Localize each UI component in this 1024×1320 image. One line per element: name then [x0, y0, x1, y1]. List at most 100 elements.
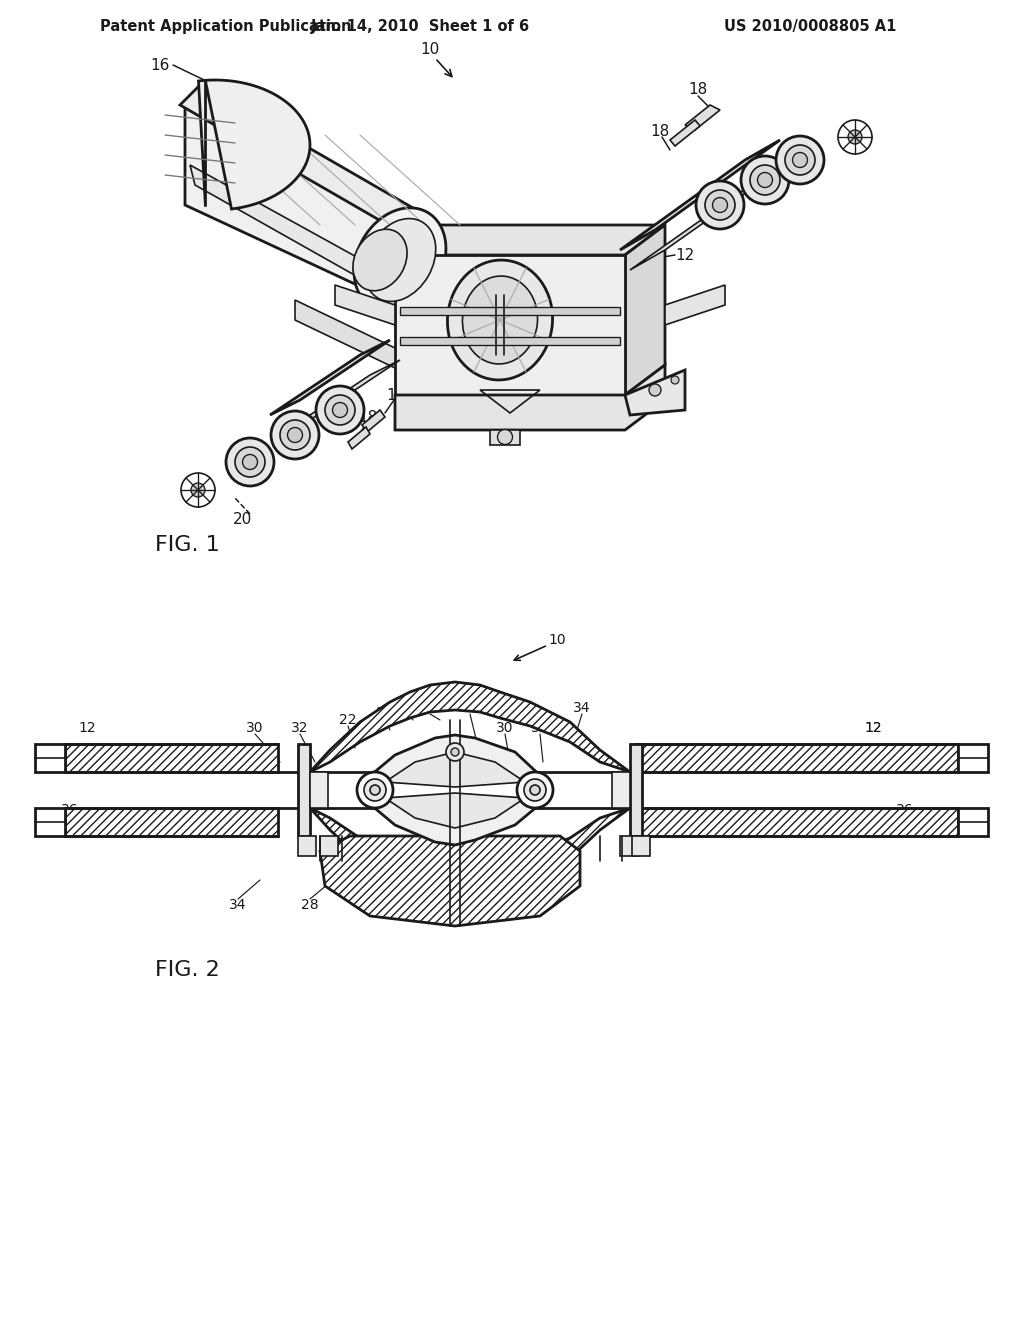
- Text: 14: 14: [610, 322, 630, 338]
- Bar: [298, 836, 316, 855]
- Ellipse shape: [288, 428, 302, 442]
- Polygon shape: [348, 426, 370, 449]
- Polygon shape: [625, 370, 685, 414]
- Polygon shape: [620, 140, 780, 249]
- Text: 22: 22: [339, 713, 356, 727]
- Bar: [65, 744, 278, 772]
- Polygon shape: [365, 735, 545, 785]
- Ellipse shape: [226, 438, 274, 486]
- Ellipse shape: [333, 403, 347, 417]
- Ellipse shape: [370, 785, 380, 795]
- Ellipse shape: [280, 420, 310, 450]
- Polygon shape: [685, 106, 720, 129]
- Text: 32: 32: [531, 721, 549, 735]
- Ellipse shape: [517, 772, 553, 808]
- Ellipse shape: [776, 136, 824, 183]
- Text: 12: 12: [78, 721, 96, 735]
- Polygon shape: [385, 752, 525, 787]
- Bar: [630, 744, 642, 836]
- Polygon shape: [395, 255, 625, 395]
- Bar: [400, 337, 620, 345]
- Bar: [958, 808, 988, 836]
- Bar: [319, 836, 338, 855]
- Polygon shape: [362, 411, 385, 432]
- Bar: [298, 744, 310, 836]
- Ellipse shape: [191, 483, 205, 498]
- Text: 32: 32: [291, 721, 309, 735]
- Polygon shape: [490, 430, 520, 445]
- Text: 22: 22: [492, 898, 509, 912]
- Bar: [35, 808, 65, 836]
- Text: Jan. 14, 2010  Sheet 1 of 6: Jan. 14, 2010 Sheet 1 of 6: [310, 20, 529, 34]
- Text: 28: 28: [301, 898, 318, 912]
- Polygon shape: [365, 795, 545, 845]
- Text: 34: 34: [573, 701, 591, 715]
- Ellipse shape: [354, 207, 445, 312]
- Ellipse shape: [316, 385, 364, 434]
- Ellipse shape: [741, 156, 790, 205]
- Polygon shape: [630, 162, 790, 271]
- Bar: [632, 836, 650, 855]
- Text: 28: 28: [441, 898, 459, 912]
- Text: 12: 12: [864, 721, 882, 735]
- Text: 18: 18: [386, 388, 406, 403]
- Polygon shape: [335, 285, 395, 325]
- Polygon shape: [280, 360, 400, 436]
- Ellipse shape: [696, 181, 744, 228]
- Polygon shape: [310, 682, 630, 772]
- Bar: [65, 808, 278, 836]
- Ellipse shape: [446, 743, 464, 762]
- Bar: [635, 808, 958, 836]
- Ellipse shape: [364, 779, 386, 801]
- Text: 12: 12: [675, 248, 694, 263]
- Ellipse shape: [750, 165, 780, 195]
- Bar: [310, 772, 328, 808]
- Text: 30: 30: [246, 721, 264, 735]
- Polygon shape: [395, 224, 665, 255]
- Ellipse shape: [243, 454, 257, 470]
- Polygon shape: [270, 341, 390, 414]
- Polygon shape: [190, 165, 420, 312]
- Polygon shape: [295, 300, 420, 380]
- Ellipse shape: [234, 447, 265, 477]
- Text: 24: 24: [399, 701, 417, 715]
- Text: 12: 12: [864, 721, 882, 735]
- Polygon shape: [319, 836, 580, 927]
- Ellipse shape: [785, 145, 815, 176]
- Polygon shape: [185, 106, 415, 312]
- Polygon shape: [625, 224, 665, 395]
- Ellipse shape: [671, 376, 679, 384]
- Ellipse shape: [530, 785, 540, 795]
- Ellipse shape: [325, 395, 355, 425]
- Polygon shape: [199, 81, 310, 209]
- Polygon shape: [665, 285, 725, 325]
- Text: FIG. 2: FIG. 2: [155, 960, 220, 979]
- Ellipse shape: [447, 260, 553, 380]
- Polygon shape: [180, 84, 420, 232]
- Text: 10: 10: [548, 634, 565, 647]
- Text: 26: 26: [376, 706, 394, 719]
- Bar: [612, 772, 630, 808]
- Ellipse shape: [793, 153, 808, 168]
- Text: 18: 18: [358, 411, 378, 425]
- Text: 36: 36: [896, 803, 913, 817]
- Ellipse shape: [649, 384, 662, 396]
- Bar: [35, 744, 65, 772]
- Polygon shape: [385, 793, 525, 828]
- Ellipse shape: [353, 230, 408, 290]
- Ellipse shape: [705, 190, 735, 220]
- Bar: [958, 744, 988, 772]
- Text: 18: 18: [650, 124, 670, 140]
- Text: 20: 20: [233, 512, 253, 528]
- Text: 28: 28: [461, 701, 479, 715]
- Text: 16: 16: [151, 58, 170, 73]
- Ellipse shape: [524, 779, 546, 801]
- Text: 10: 10: [421, 42, 439, 58]
- Bar: [620, 836, 638, 855]
- Text: 30: 30: [497, 721, 514, 735]
- Ellipse shape: [451, 748, 459, 756]
- Text: US 2010/0008805 A1: US 2010/0008805 A1: [724, 20, 896, 34]
- Text: 34: 34: [229, 898, 247, 912]
- Ellipse shape: [271, 411, 319, 459]
- Polygon shape: [380, 280, 510, 360]
